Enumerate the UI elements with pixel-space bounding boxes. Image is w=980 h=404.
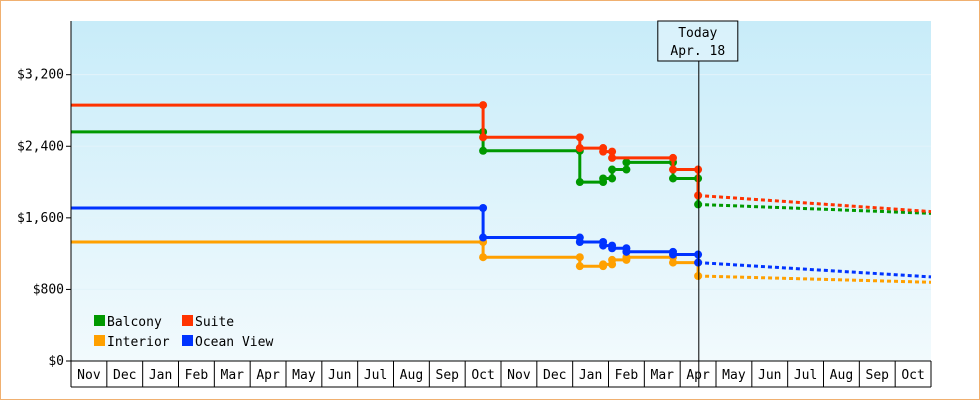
x-tick-label: Mar bbox=[651, 368, 675, 383]
data-point bbox=[575, 133, 584, 142]
data-point bbox=[694, 200, 703, 209]
legend-label: Interior bbox=[107, 335, 170, 350]
x-tick-label: Feb bbox=[615, 368, 639, 383]
x-tick-label: Nov bbox=[507, 368, 531, 383]
x-tick-label: Aug bbox=[400, 368, 423, 383]
data-point bbox=[694, 272, 703, 280]
data-point bbox=[694, 250, 703, 259]
legend-swatch bbox=[94, 335, 105, 346]
data-point bbox=[575, 144, 584, 153]
axes: $0 $800 $1,600 $2,400 $3,200 Nov Dec Jan Feb Mar A… bbox=[17, 21, 932, 388]
x-tick-label: Dec bbox=[543, 368, 566, 383]
data-point bbox=[479, 133, 488, 142]
data-point bbox=[599, 260, 608, 269]
x-tick-label: Jul bbox=[794, 368, 817, 383]
x-tick-label: Oct bbox=[471, 368, 494, 383]
data-point bbox=[479, 233, 488, 242]
data-point bbox=[575, 238, 584, 246]
x-tick-label: Feb bbox=[185, 368, 209, 383]
data-point bbox=[694, 191, 703, 200]
x-tick-label: Jan bbox=[579, 368, 602, 383]
data-point bbox=[479, 204, 488, 212]
legend-label: Ocean View bbox=[195, 335, 273, 350]
data-point bbox=[479, 101, 488, 110]
x-tick-label: Jun bbox=[758, 368, 781, 383]
y-tick-label: $0 bbox=[48, 354, 64, 369]
data-point bbox=[622, 165, 631, 174]
x-tick-label: May bbox=[292, 368, 316, 383]
data-point bbox=[669, 165, 677, 174]
data-point bbox=[669, 153, 677, 162]
legend: Balcony Suite Interior Ocean View bbox=[94, 315, 273, 350]
data-point bbox=[608, 174, 617, 183]
data-point bbox=[575, 178, 584, 187]
series-lines bbox=[71, 101, 932, 284]
data-point bbox=[479, 146, 488, 155]
data-point bbox=[608, 244, 617, 253]
x-tick-label: Jan bbox=[149, 368, 172, 383]
forecast-line bbox=[698, 202, 932, 215]
legend-label: Suite bbox=[195, 315, 234, 330]
x-tick-label: Dec bbox=[113, 368, 136, 383]
x-tick-label: Apr bbox=[686, 368, 710, 383]
data-point bbox=[608, 147, 617, 156]
data-point bbox=[608, 165, 617, 174]
x-tick-label: Sep bbox=[866, 368, 890, 383]
grid bbox=[71, 74, 931, 290]
x-tick-label: Apr bbox=[256, 368, 280, 383]
plot-background bbox=[71, 21, 931, 361]
data-point bbox=[622, 247, 631, 256]
today-marker: Today Apr. 18 bbox=[657, 20, 739, 387]
y-tick-label: $2,400 bbox=[17, 139, 64, 154]
data-point bbox=[575, 253, 584, 262]
forecast-line bbox=[697, 193, 932, 214]
y-tick-label: $1,600 bbox=[17, 211, 64, 226]
x-tick-label: Nov bbox=[77, 368, 101, 383]
data-point bbox=[669, 174, 677, 183]
data-point bbox=[599, 147, 608, 156]
data-point bbox=[608, 255, 617, 264]
x-tick-label: Aug bbox=[830, 368, 853, 383]
data-point bbox=[669, 258, 677, 267]
legend-swatch bbox=[182, 315, 193, 326]
forecast-line bbox=[698, 274, 932, 284]
y-tick-label: $3,200 bbox=[17, 68, 64, 83]
x-tick-label: Mar bbox=[221, 368, 245, 383]
x-tick-label: May bbox=[722, 368, 746, 383]
today-label: Today bbox=[678, 26, 717, 41]
data-point bbox=[669, 250, 677, 259]
data-point bbox=[622, 158, 631, 167]
today-box bbox=[657, 20, 739, 62]
x-tick-label: Oct bbox=[901, 368, 924, 383]
data-point bbox=[599, 241, 608, 250]
data-point bbox=[599, 174, 608, 183]
today-date: Apr. 18 bbox=[670, 44, 725, 59]
forecast-line bbox=[697, 261, 932, 279]
x-tick-label: Jul bbox=[364, 368, 387, 383]
legend-label: Balcony bbox=[107, 315, 162, 330]
data-point bbox=[694, 258, 703, 267]
legend-swatch bbox=[94, 315, 105, 326]
x-tick-label: Sep bbox=[436, 368, 460, 383]
x-tick-label: Jun bbox=[328, 368, 351, 383]
y-tick-label: $800 bbox=[33, 282, 64, 297]
data-point bbox=[694, 165, 703, 174]
data-point bbox=[479, 253, 488, 262]
data-point bbox=[575, 262, 584, 271]
legend-swatch bbox=[182, 335, 193, 346]
data-point bbox=[608, 153, 617, 162]
